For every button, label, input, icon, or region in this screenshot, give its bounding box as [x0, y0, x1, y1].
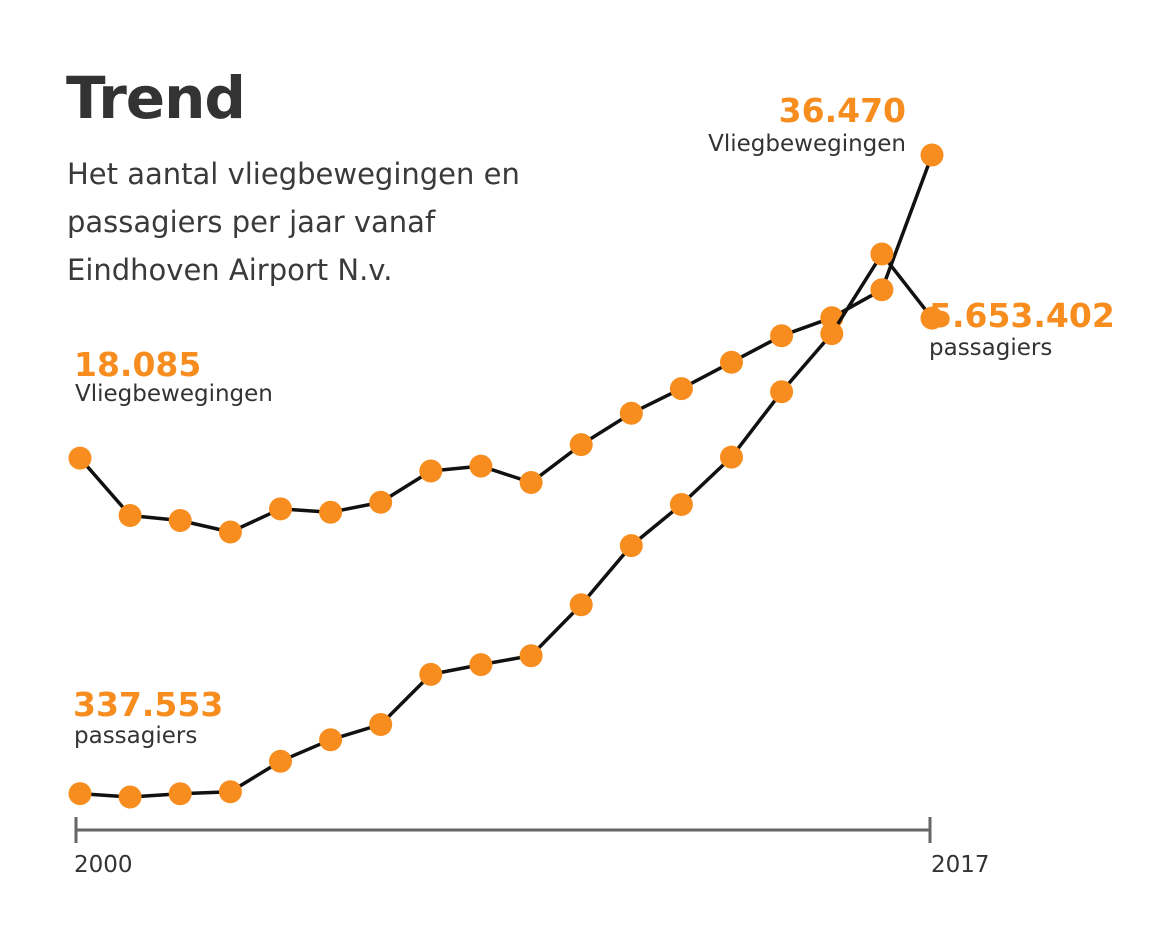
pax-point-2011	[619, 534, 643, 558]
pax-point-2004	[269, 749, 292, 773]
pax-end-label: passagiers	[929, 335, 1052, 361]
flights-point-2013	[720, 350, 743, 374]
pax-point-2014	[770, 380, 794, 404]
flights-point-2004	[269, 497, 292, 521]
flights-point-2001	[118, 504, 142, 527]
x-axis: 2000 2017	[74, 817, 990, 878]
flights-point-2017	[920, 143, 944, 167]
flights-start-label: Vliegbewegingen	[75, 381, 273, 407]
pax-end-value: 5.653.402	[929, 296, 1115, 335]
flights-line	[78, 154, 934, 534]
x-tick-label-start: 2000	[74, 852, 133, 878]
flights-point-2012	[669, 377, 693, 401]
flights-point-2011	[619, 401, 643, 425]
pax-point-2016	[870, 242, 894, 266]
series-vliegbewegingen	[68, 143, 944, 544]
pax-point-2008	[469, 653, 493, 677]
pax-point-2015	[820, 322, 844, 346]
pax-point-2002	[168, 782, 192, 806]
pax-start-label: passagiers	[74, 723, 197, 749]
pax-point-2012	[669, 493, 693, 516]
x-tick-label-end: 2017	[931, 852, 990, 878]
chart-subtitle: Het aantal vliegbewegingen en passagiers…	[67, 157, 520, 287]
pax-point-2013	[720, 445, 743, 469]
flights-point-2014	[770, 324, 794, 348]
pax-point-2009	[519, 644, 543, 668]
flights-point-2016	[870, 278, 894, 302]
flights-point-2005	[319, 500, 343, 524]
pax-point-2017	[920, 306, 944, 330]
pax-point-2000	[68, 782, 92, 806]
pax-point-2001	[118, 785, 142, 809]
pax-point-2005	[319, 728, 343, 752]
pax-start-value: 337.553	[73, 685, 223, 724]
flights-point-2003	[218, 520, 242, 544]
pax-point-2006	[369, 713, 393, 736]
pax-point-2003	[218, 780, 242, 804]
flights-start-value: 18.085	[74, 345, 201, 384]
pax-point-2010	[569, 593, 593, 617]
flights-point-2009	[519, 471, 543, 494]
series-passagiers	[68, 242, 944, 809]
flights-point-2002	[168, 509, 192, 532]
flights-point-2008	[469, 454, 493, 478]
flights-point-2007	[419, 459, 443, 483]
flights-point-2010	[569, 433, 593, 457]
flights-point-2000	[68, 446, 92, 470]
flights-point-2006	[369, 490, 393, 514]
pax-point-2007	[419, 662, 443, 686]
flights-end-value: 36.470	[779, 91, 906, 130]
chart-title: Trend	[66, 64, 246, 132]
flights-end-label: Vliegbewegingen	[708, 131, 906, 157]
